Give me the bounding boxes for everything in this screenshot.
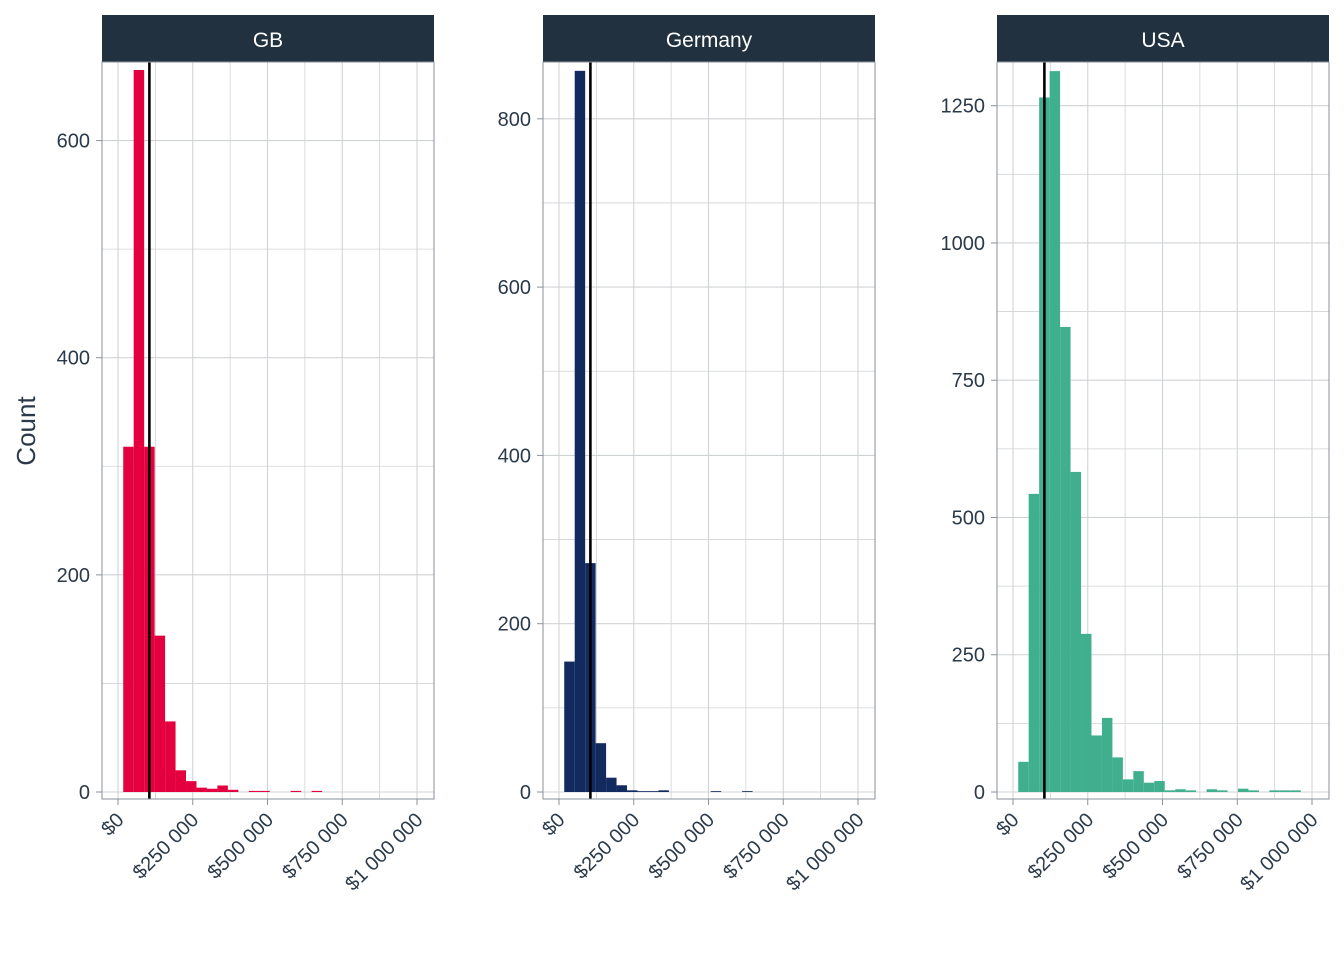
histogram-bar — [1081, 633, 1092, 792]
histogram-bar — [154, 635, 166, 792]
histogram-bar — [227, 789, 239, 792]
histogram-bar — [206, 788, 218, 792]
histogram-bar — [165, 721, 176, 792]
histogram-bar — [1112, 757, 1123, 792]
y-tick-label: 0 — [520, 782, 531, 804]
histogram-bar — [290, 790, 302, 792]
y-tick-label: 400 — [57, 348, 90, 370]
histogram-bars — [1018, 71, 1301, 793]
x-tick-label: $500 000 — [644, 809, 719, 884]
y-tick-label: 200 — [57, 565, 90, 587]
histogram-bar — [627, 790, 638, 792]
histogram-bar — [1091, 735, 1102, 792]
histogram-bar — [637, 791, 648, 792]
histogram-bar — [742, 791, 753, 792]
histogram-bar — [606, 777, 617, 792]
facet-label: GB — [253, 29, 283, 52]
histogram-bar — [658, 790, 669, 792]
x-tick-label: $1 000 000 — [1236, 809, 1322, 895]
histogram-bar — [1185, 790, 1197, 792]
y-tick-label: 500 — [952, 507, 985, 529]
y-tick-label: 200 — [498, 614, 531, 636]
histogram-bar — [175, 770, 187, 792]
histogram-bar — [248, 790, 260, 792]
histogram-bar — [1101, 717, 1113, 792]
histogram-bar — [574, 70, 586, 792]
histogram-bar — [1070, 471, 1082, 792]
histogram-bar — [616, 785, 628, 792]
histogram-bar — [217, 785, 228, 792]
x-tick-label: $250 000 — [1024, 809, 1099, 884]
facet-panel-gb: GB 0 200 400 600 $0 $250 000 $500 000 $750 000$1… — [57, 15, 435, 895]
histogram-bar — [1279, 790, 1291, 792]
histogram-bar — [1217, 790, 1228, 792]
histogram-bar — [647, 791, 659, 792]
y-tick-label: 600 — [498, 277, 531, 299]
histogram-bars — [564, 70, 753, 792]
histogram-bar — [595, 743, 607, 792]
x-tick-label: $0 — [992, 809, 1023, 840]
histogram-bar — [1175, 789, 1186, 792]
histogram-bar — [259, 790, 270, 792]
facet-label: USA — [1141, 29, 1184, 52]
histogram-bar — [1154, 781, 1165, 792]
facet-strip — [543, 15, 875, 62]
histogram-bar — [1290, 790, 1301, 792]
histogram-bar — [1060, 326, 1071, 792]
y-tick-label: 400 — [498, 445, 531, 467]
y-tick-label: 0 — [79, 782, 90, 804]
facet-label: Germany — [666, 29, 753, 52]
grid-lines — [543, 62, 875, 799]
histogram-bar — [196, 787, 207, 792]
histogram-bar — [133, 70, 145, 792]
y-tick-label: 1000 — [941, 233, 986, 255]
x-tick-label: $1 000 000 — [782, 809, 868, 895]
histogram-bar — [1206, 789, 1218, 792]
x-tick-label: $250 000 — [570, 809, 645, 884]
x-tick-label: $750 000 — [1173, 809, 1248, 884]
histogram-bar — [1164, 790, 1176, 792]
y-axis-title: Count — [11, 396, 41, 466]
y-tick-label: 0 — [974, 782, 985, 804]
x-tick-label: $1 000 000 — [341, 809, 427, 895]
x-tick-label: $500 000 — [203, 809, 278, 884]
histogram-bar — [1122, 779, 1134, 792]
histogram-bar — [1143, 782, 1155, 792]
y-tick-label: 600 — [57, 131, 90, 153]
facet-panel-germany: Germany 0 200 400 600 800 $0 $250 000 $500 000 $7… — [498, 15, 876, 895]
x-tick-label: $250 000 — [129, 809, 204, 884]
x-tick-label: $0 — [538, 809, 569, 840]
facet-strip — [102, 15, 434, 62]
histogram-bar — [710, 791, 722, 792]
histogram-bar — [123, 446, 134, 792]
histogram-bar — [1133, 771, 1144, 792]
histogram-bar — [1028, 493, 1040, 792]
histogram-bar — [1237, 788, 1249, 792]
y-tick-label: 250 — [952, 645, 985, 667]
facet-strip — [997, 15, 1329, 62]
histogram-bar — [1269, 790, 1280, 792]
x-tick-label: $750 000 — [278, 809, 353, 884]
histogram-bar — [1049, 71, 1061, 793]
x-tick-label: $500 000 — [1098, 809, 1173, 884]
y-tick-label: 750 — [952, 370, 985, 392]
y-tick-label: 800 — [498, 109, 531, 131]
histogram-bar — [1018, 761, 1029, 792]
y-tick-label: 1250 — [941, 96, 986, 118]
histogram-bar — [186, 781, 197, 792]
x-tick-label: $0 — [97, 809, 128, 840]
x-tick-label: $750 000 — [719, 809, 794, 884]
histogram-bar — [311, 790, 323, 792]
histogram-bar — [1248, 790, 1259, 792]
histogram-bar — [564, 661, 575, 792]
